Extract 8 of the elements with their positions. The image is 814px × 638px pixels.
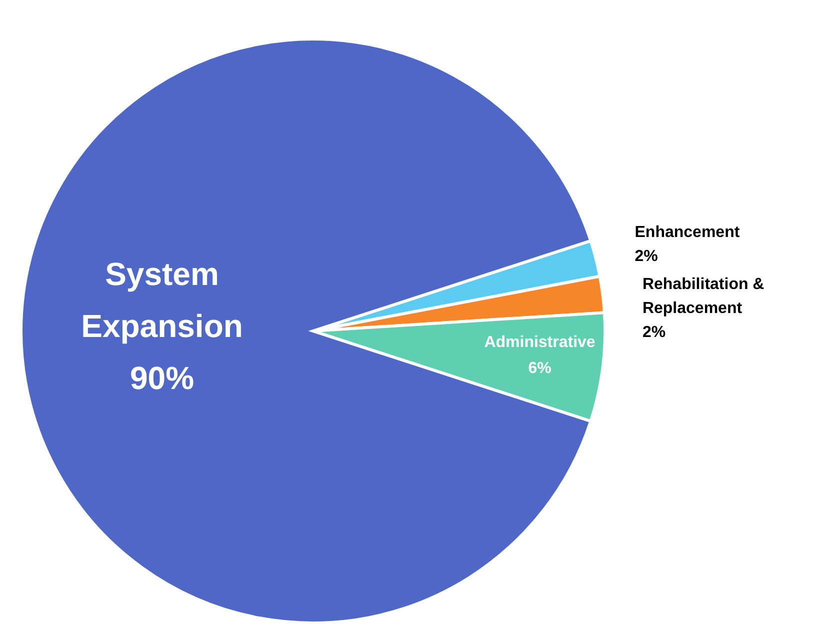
slice-label: Administrative [484,334,596,351]
data-label: 2% [634,248,658,266]
slice-label: Rehabilitation & Replacement [642,276,765,318]
data-label: 6% [528,360,552,377]
slice-label: System Expansion [81,256,243,344]
slice-label: Enhancement [634,224,740,242]
data-label: 2% [642,324,666,342]
data-label: 90% [130,360,194,396]
